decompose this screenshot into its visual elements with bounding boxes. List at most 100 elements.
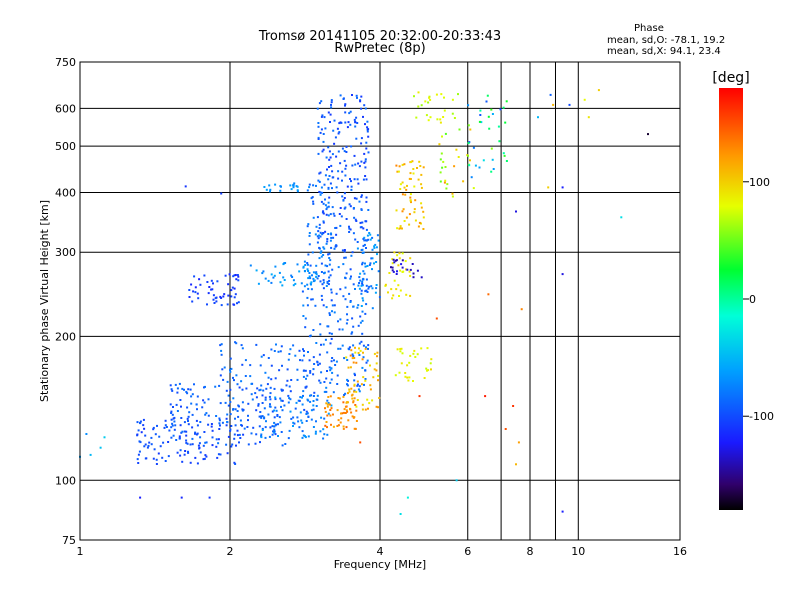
echo-point [155, 463, 158, 465]
echo-point [190, 402, 193, 405]
echo-point [343, 411, 345, 414]
echo-point [293, 422, 296, 425]
echo-point [139, 496, 142, 499]
echo-point [393, 279, 396, 282]
echo-point [196, 432, 199, 435]
echo-point [281, 444, 284, 447]
echo-point [365, 361, 368, 364]
echo-point [220, 343, 223, 346]
echo-point [271, 425, 274, 428]
echo-point [341, 249, 344, 252]
echo-point [354, 218, 357, 221]
echo-point [295, 401, 298, 404]
echo-point [213, 302, 216, 304]
echo-point [344, 298, 347, 301]
echo-point [359, 321, 362, 324]
echo-point [356, 96, 358, 99]
echo-point [307, 287, 310, 290]
echo-point [343, 150, 346, 153]
echo-point [363, 383, 365, 386]
echo-point [267, 376, 270, 379]
echo-point [417, 105, 420, 108]
echo-point [333, 142, 336, 145]
echo-point [226, 380, 229, 383]
echo-point [361, 261, 364, 264]
echo-point [366, 130, 369, 133]
x-tick-label: 8 [527, 545, 534, 558]
echo-point [358, 276, 361, 279]
echo-point [479, 109, 482, 112]
echo-point [583, 98, 586, 101]
echo-point [360, 305, 363, 307]
echo-point [237, 279, 240, 282]
echo-point [367, 344, 370, 347]
echo-point [350, 254, 353, 257]
echo-point [309, 277, 312, 280]
echo-point [191, 413, 194, 416]
echo-point [273, 350, 276, 352]
echo-point [317, 136, 320, 139]
echo-point [292, 279, 295, 282]
echo-point [255, 269, 258, 272]
echo-point [414, 219, 417, 222]
echo-point [488, 127, 491, 130]
echo-point [305, 413, 308, 415]
echo-point [339, 318, 342, 321]
echo-point [277, 435, 279, 437]
echo-point [399, 225, 402, 228]
echo-point [561, 273, 564, 276]
echo-point [195, 419, 198, 422]
echo-point [278, 369, 281, 372]
echo-point [353, 178, 356, 181]
echo-point [230, 425, 233, 427]
echo-point [364, 347, 367, 350]
echo-point [226, 413, 229, 416]
echo-point [420, 222, 422, 225]
echo-point [312, 200, 315, 203]
echo-point [312, 426, 315, 428]
echo-point [219, 374, 222, 377]
echo-point [462, 180, 465, 183]
echo-point [333, 311, 336, 314]
echo-point [443, 181, 446, 184]
echo-point [364, 262, 366, 265]
echo-point [265, 387, 268, 390]
echo-point [287, 401, 290, 404]
echo-point [303, 369, 305, 372]
echo-point [185, 434, 188, 437]
echo-point [373, 246, 376, 249]
echo-point [392, 294, 395, 297]
echo-point [365, 284, 368, 287]
echo-point [232, 275, 235, 278]
echo-point [458, 128, 461, 131]
echo-point [274, 433, 277, 436]
echo-point [343, 256, 346, 259]
echo-point [398, 295, 400, 297]
echo-point [330, 378, 333, 381]
echo-point [403, 220, 406, 222]
echo-point [345, 356, 348, 359]
echo-point [361, 282, 364, 285]
echo-point [260, 384, 263, 387]
echo-point [377, 270, 380, 273]
echo-point [320, 186, 323, 189]
echo-point [234, 424, 237, 427]
echo-point [443, 96, 445, 99]
echo-point [341, 179, 343, 182]
echo-point [176, 391, 179, 394]
echo-point [547, 186, 550, 189]
echo-point [342, 425, 345, 428]
echo-point [315, 273, 318, 276]
echo-point [363, 104, 366, 107]
echo-point [439, 121, 442, 124]
echo-point [140, 431, 143, 434]
echo-point [405, 268, 407, 271]
echo-point [338, 213, 341, 215]
echo-point [505, 160, 508, 162]
echo-point [357, 388, 360, 391]
echo-point [366, 265, 369, 267]
echo-point [395, 288, 398, 291]
echo-point [467, 142, 470, 145]
echo-point [478, 120, 481, 123]
echo-point [512, 405, 515, 407]
